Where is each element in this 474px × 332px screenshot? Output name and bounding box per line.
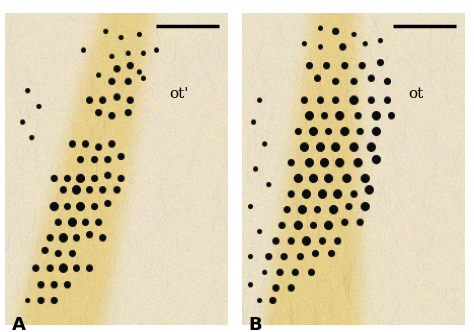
Text: A: A [11,316,25,332]
Text: ot: ot [408,87,423,101]
Text: ot': ot' [169,87,188,101]
Text: B: B [248,316,262,332]
